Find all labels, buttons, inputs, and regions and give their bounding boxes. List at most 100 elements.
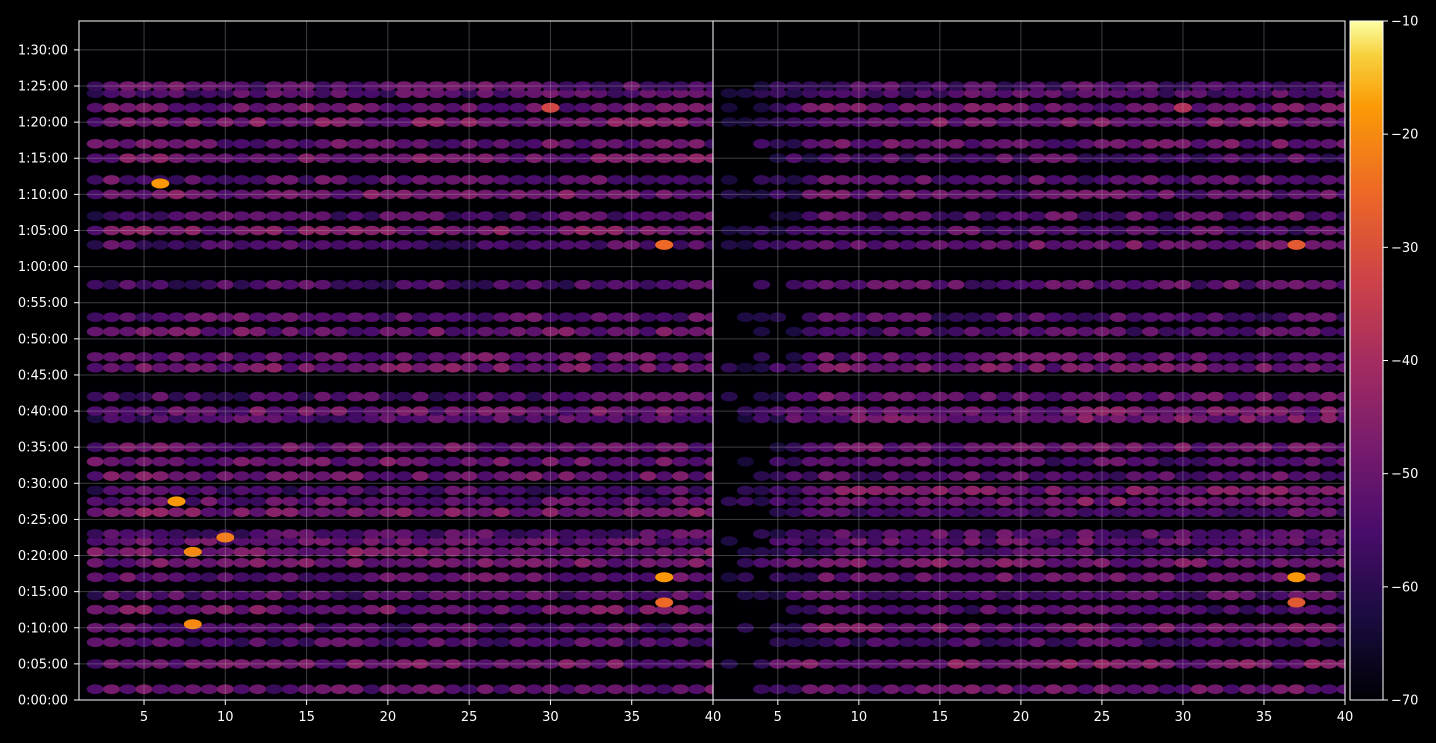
heatmap-cell: [428, 81, 446, 91]
heatmap-cell: [1093, 211, 1111, 221]
heatmap-cell: [1239, 81, 1257, 91]
heatmap-cell: [395, 117, 413, 127]
heatmap-cell: [86, 326, 104, 337]
heatmap-cell: [1158, 529, 1176, 539]
heatmap-cell: [119, 485, 137, 496]
heatmap-cell: [379, 547, 397, 557]
heatmap-cell: [947, 88, 965, 98]
heatmap-cell: [1287, 153, 1305, 163]
heatmap-cell: [623, 279, 641, 290]
heatmap-cell: [1271, 659, 1289, 669]
heatmap-cell: [249, 240, 267, 250]
heatmap-cell: [476, 406, 494, 416]
heatmap-cell: [996, 507, 1014, 517]
x-tick-label: 15: [932, 710, 949, 725]
heatmap-cell: [769, 189, 787, 200]
heatmap-cell: [623, 637, 641, 647]
heatmap-cell: [753, 225, 771, 236]
heatmap-cell: [1061, 117, 1078, 127]
heatmap-cell: [834, 507, 852, 517]
heatmap-cell: [509, 659, 527, 669]
heatmap-cell: [1093, 312, 1111, 323]
heatmap-cell: [769, 558, 787, 568]
heatmap-cell: [801, 139, 819, 149]
heatmap-cell: [850, 496, 868, 507]
heatmap-cell: [1044, 529, 1062, 539]
heatmap-cell: [688, 352, 706, 362]
heatmap-cell: [1077, 391, 1095, 402]
heatmap-cell: [509, 153, 527, 163]
heatmap-cell: [1271, 326, 1289, 337]
heatmap-cell: [476, 547, 494, 557]
heatmap-cell: [493, 623, 511, 633]
heatmap-cell: [785, 413, 803, 424]
heatmap-cell: [1109, 153, 1127, 163]
heatmap-cell: [980, 547, 997, 557]
heatmap-cell: [850, 362, 868, 373]
heatmap-cell: [899, 623, 916, 633]
heatmap-cell: [86, 558, 104, 568]
heatmap-cell: [1125, 536, 1143, 546]
heatmap-cell: [947, 175, 965, 185]
heatmap-cell: [363, 536, 381, 546]
heatmap-cell: [1109, 102, 1127, 113]
heatmap-cell: [1061, 102, 1078, 113]
heatmap-cell: [1125, 507, 1143, 517]
heatmap-cell: [672, 471, 689, 481]
heatmap-cell: [411, 352, 429, 362]
heatmap-cell: [1304, 240, 1322, 250]
heatmap-cell: [753, 406, 771, 416]
heatmap-cell: [330, 352, 348, 362]
heatmap-cell: [200, 117, 218, 127]
heatmap-cell: [525, 139, 543, 149]
heatmap-cell: [801, 442, 819, 453]
heatmap-cell: [963, 558, 981, 568]
heatmap-cell: [395, 507, 413, 517]
heatmap-cell: [395, 225, 413, 236]
heatmap-cell: [996, 536, 1014, 546]
heatmap-cell: [298, 279, 316, 290]
heatmap-cell: [363, 225, 381, 236]
heatmap-cell: [1093, 391, 1111, 402]
heatmap-cell: [1304, 391, 1322, 402]
heatmap-cell: [882, 240, 900, 250]
heatmap-cell: [541, 413, 559, 424]
heatmap-cell: [1206, 604, 1224, 615]
heatmap-cell: [980, 623, 997, 633]
heatmap-cell: [1190, 507, 1208, 517]
heatmap-cell: [947, 117, 965, 127]
heatmap-cell: [330, 413, 348, 424]
heatmap-cell: [931, 240, 949, 250]
heatmap-cell: [281, 659, 299, 669]
heatmap-cell: [947, 572, 965, 582]
heatmap-cell: [1239, 536, 1257, 546]
heatmap-cell: [379, 496, 397, 507]
heatmap-cell: [265, 496, 283, 507]
heatmap-cell: [1320, 684, 1338, 694]
heatmap-cell: [346, 312, 364, 323]
heatmap-cell: [672, 139, 689, 149]
heatmap-cell: [249, 507, 267, 517]
heatmap-cell: [882, 529, 900, 539]
heatmap-cell: [963, 391, 981, 402]
heatmap-cell: [882, 496, 900, 507]
heatmap-cell: [86, 225, 104, 236]
heatmap-cell: [1190, 88, 1208, 98]
heatmap-cell: [1304, 139, 1322, 149]
heatmap-cell: [1109, 623, 1127, 633]
heatmap-cell: [233, 442, 251, 453]
heatmap-cell: [1190, 117, 1208, 127]
heatmap-cell: [1142, 406, 1159, 416]
heatmap-cell: [1304, 536, 1322, 546]
heatmap-cell: [801, 279, 819, 290]
x-tick-label: 30: [1175, 710, 1192, 725]
heatmap-cell: [866, 326, 884, 337]
heatmap-cell: [736, 406, 754, 416]
heatmap-hotspot: [183, 546, 202, 557]
heatmap-cell: [996, 391, 1014, 402]
heatmap-cell: [996, 225, 1014, 236]
heatmap-cell: [866, 496, 884, 507]
heatmap-cell: [1012, 659, 1030, 669]
heatmap-cell: [1239, 406, 1257, 416]
heatmap-cell: [216, 623, 234, 633]
